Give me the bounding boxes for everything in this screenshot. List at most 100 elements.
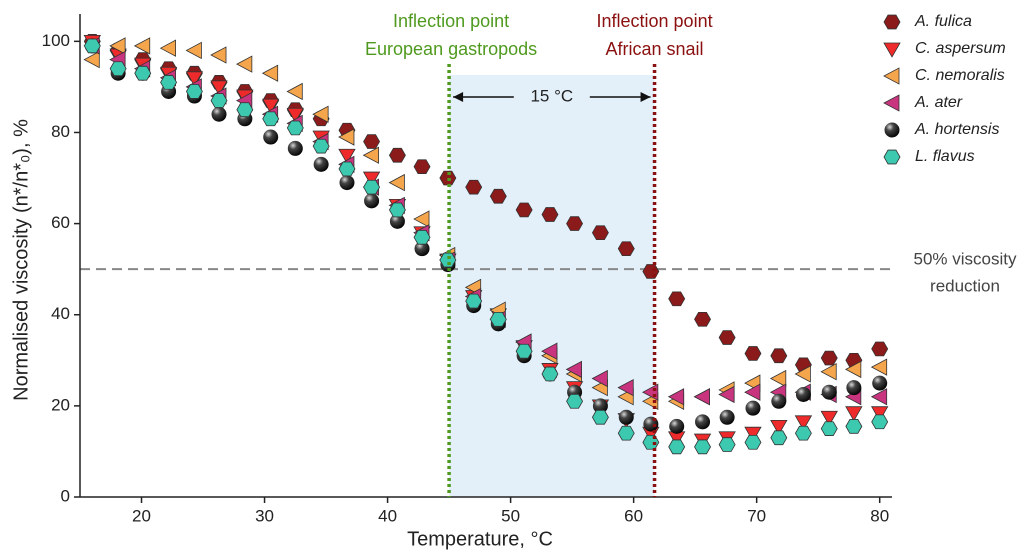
point (565, 360, 582, 379)
x-tick-label: 20 (132, 506, 151, 525)
point (591, 369, 608, 388)
reference-label: 50% viscosity (914, 250, 1017, 269)
point (770, 430, 788, 446)
point (262, 98, 280, 114)
point (642, 264, 660, 279)
point (695, 414, 711, 430)
inflection-label: Inflection point (393, 11, 509, 31)
point (870, 358, 888, 376)
y-tick-label: 60 (51, 213, 70, 232)
point (236, 102, 254, 118)
point (846, 380, 862, 396)
series (83, 38, 889, 455)
point (769, 369, 787, 388)
point (286, 107, 304, 124)
y-tick-label: 80 (51, 122, 70, 141)
point (515, 343, 533, 359)
point (262, 111, 280, 127)
point (389, 213, 405, 229)
point (617, 378, 634, 397)
point (770, 419, 788, 436)
point (211, 106, 227, 122)
shaded-span (449, 75, 655, 497)
point (820, 421, 838, 436)
point (465, 179, 483, 195)
point (388, 173, 405, 192)
legend-marker (883, 42, 901, 58)
y-axis-label: Normalised viscosity (n*/n*₀), % (10, 119, 32, 401)
point (465, 293, 483, 309)
point (210, 80, 228, 96)
point (134, 65, 152, 81)
x-tick-label: 30 (255, 506, 274, 525)
point (489, 311, 507, 327)
arrow-head (640, 92, 651, 102)
legend-marker (883, 94, 900, 112)
point (694, 439, 711, 455)
inflection-label: European gastropods (365, 39, 537, 59)
point (312, 105, 329, 123)
point (413, 229, 431, 245)
x-tick-label: 60 (624, 506, 643, 525)
point (338, 161, 356, 177)
point (566, 216, 584, 231)
point (795, 386, 811, 402)
point (845, 419, 863, 434)
point (185, 84, 203, 99)
point (388, 147, 406, 163)
point (668, 291, 686, 307)
point (363, 134, 381, 149)
point (718, 385, 735, 404)
point (541, 342, 558, 360)
point (362, 171, 381, 187)
point (109, 61, 127, 77)
point (871, 341, 889, 357)
point (83, 38, 101, 54)
point (744, 346, 762, 361)
point (871, 414, 889, 430)
point (770, 348, 788, 364)
point (872, 375, 888, 391)
point (339, 175, 355, 191)
y-tick-label: 40 (51, 304, 70, 323)
x-tick-label: 50 (501, 506, 520, 525)
point (719, 409, 735, 425)
point (617, 241, 635, 256)
point (313, 156, 329, 172)
point (745, 400, 761, 416)
point (286, 82, 303, 101)
point (263, 129, 279, 145)
point (541, 207, 559, 222)
point (286, 120, 304, 136)
legend-label: A. hortensis (914, 121, 999, 138)
point (618, 409, 634, 425)
point (821, 384, 837, 400)
point (693, 388, 710, 406)
point (794, 365, 811, 383)
point (845, 360, 862, 379)
point (617, 425, 635, 441)
point (592, 398, 608, 414)
point (489, 188, 507, 204)
point (312, 138, 330, 154)
point (794, 425, 812, 441)
point (668, 439, 686, 455)
point (845, 406, 863, 422)
point (133, 37, 151, 55)
point (338, 148, 356, 165)
y-tick-label: 100 (42, 31, 70, 50)
point (413, 210, 430, 228)
point (414, 241, 430, 257)
point (287, 140, 303, 156)
point (159, 39, 176, 57)
point (694, 311, 711, 327)
point (210, 46, 227, 64)
point (718, 330, 736, 345)
point (771, 393, 787, 409)
point (820, 350, 838, 366)
point (794, 415, 813, 431)
legend-label: C. nemoralis (915, 67, 1005, 84)
point (566, 393, 584, 409)
point (83, 50, 100, 69)
